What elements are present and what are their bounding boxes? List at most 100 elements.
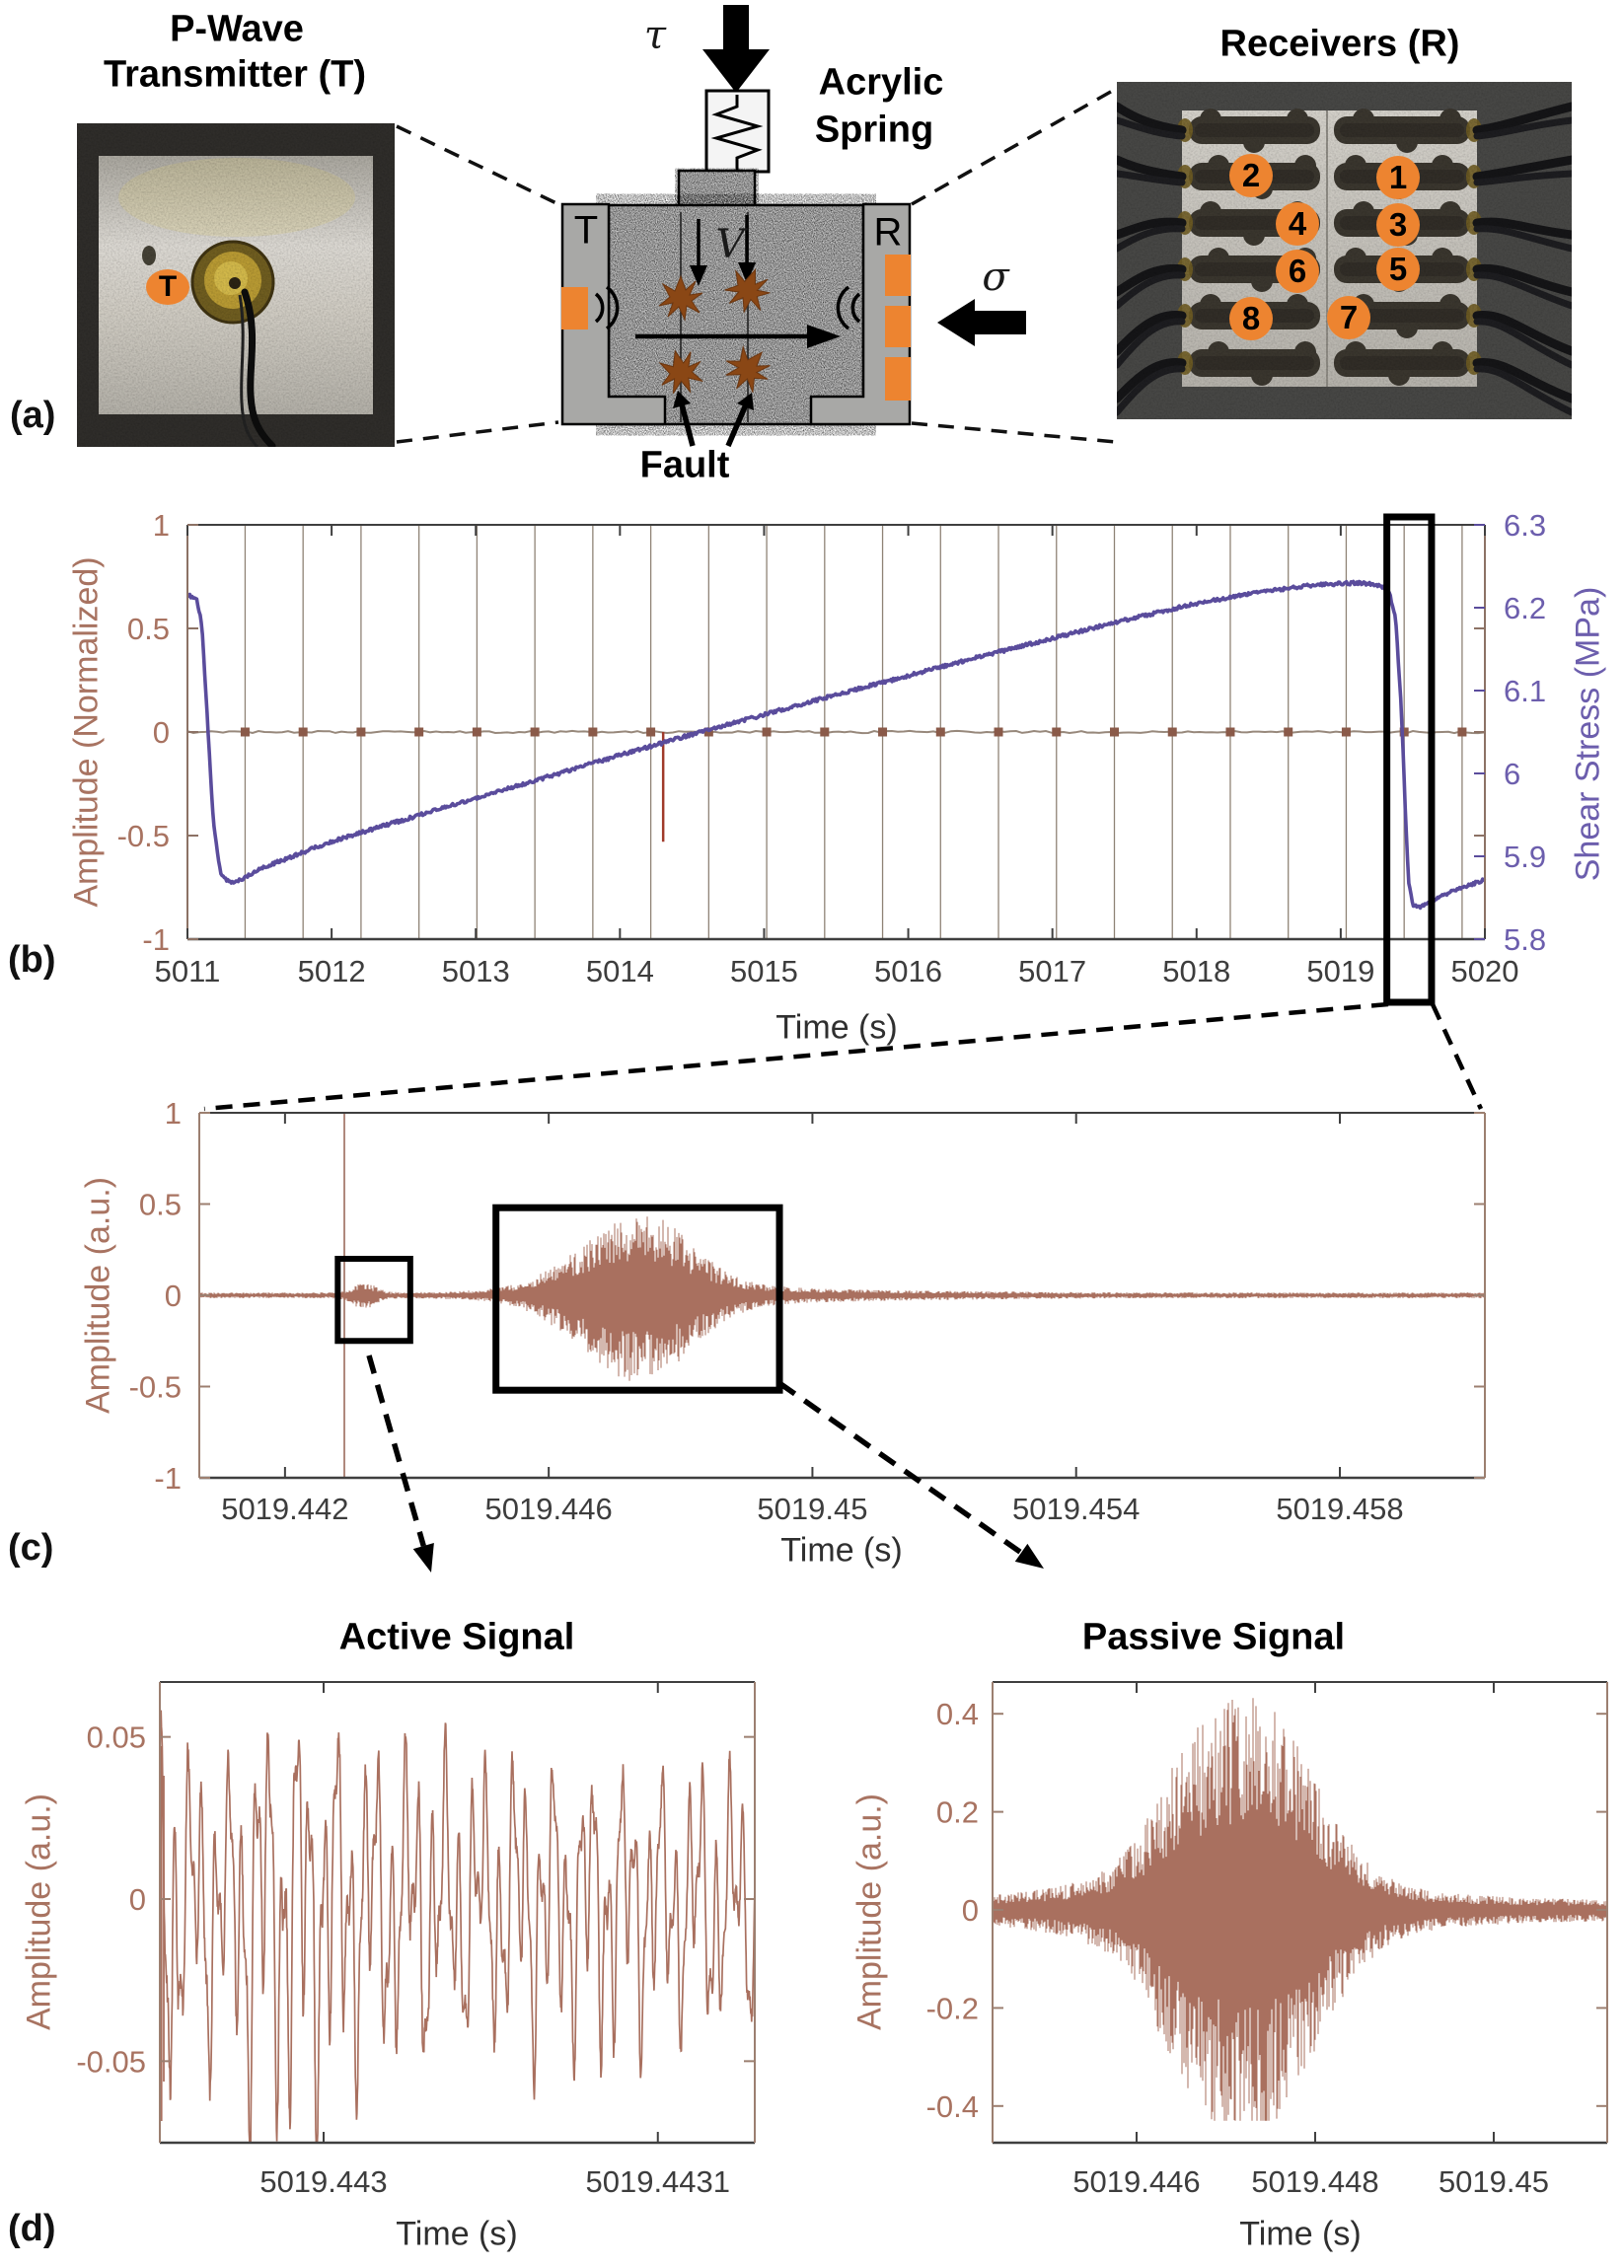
pulse-marker bbox=[762, 727, 772, 737]
tau-arrow-shaft bbox=[723, 5, 749, 52]
tick-label: 6.1 bbox=[1504, 674, 1546, 708]
receiver-number-3: 3 bbox=[1376, 203, 1420, 247]
waveform-trace bbox=[199, 1216, 1485, 1381]
tick-label: 5019.442 bbox=[221, 1492, 348, 1526]
tick-label: 0.5 bbox=[139, 1188, 182, 1222]
tick-label: 0 bbox=[962, 1893, 979, 1928]
plate-label-R: R bbox=[873, 210, 903, 255]
transmitter-marker-letter: T bbox=[158, 270, 178, 303]
pulse-marker bbox=[1341, 727, 1351, 737]
receiver-number-1: 1 bbox=[1376, 156, 1420, 199]
pulse-marker bbox=[1399, 727, 1409, 737]
tick-label: 5019.454 bbox=[1012, 1492, 1140, 1526]
panel-d-passive: 5019.446 5019.448 5019.45 0.4 0.2 0 -0.2 -0.4 bbox=[926, 1681, 1608, 2199]
tick-label: 5.9 bbox=[1504, 840, 1546, 874]
receiver-number-8: 8 bbox=[1229, 297, 1273, 340]
tick-label: 5014 bbox=[586, 954, 654, 988]
pulse-marker bbox=[935, 727, 945, 737]
apparatus-diagram bbox=[396, 5, 1117, 448]
panel-d-letter: (d) bbox=[8, 2208, 56, 2249]
pulse-marker bbox=[1109, 727, 1119, 737]
tick-label: -1 bbox=[142, 922, 170, 957]
receiver-number-7: 7 bbox=[1327, 296, 1370, 339]
tick-label: 1 bbox=[153, 508, 170, 543]
fault-pointer-arrow bbox=[725, 402, 749, 448]
zoom-connector-overlay bbox=[203, 1001, 1484, 1573]
active-signal-title: Active Signal bbox=[338, 1616, 575, 1658]
velocity-label: V bbox=[715, 222, 745, 267]
pulse-marker bbox=[298, 727, 308, 737]
tick-label: 5018 bbox=[1162, 954, 1230, 988]
pulse-marker bbox=[472, 727, 481, 737]
tick-label: 0.2 bbox=[936, 1795, 979, 1830]
receivers-photo bbox=[1117, 82, 1572, 419]
pulse-marker bbox=[530, 727, 540, 737]
sigma-arrow-shaft bbox=[975, 311, 1026, 334]
tau-label: τ bbox=[643, 13, 667, 58]
plate-label-T: T bbox=[573, 208, 599, 253]
tick-label: 1 bbox=[165, 1096, 182, 1131]
tick-label: 5019.446 bbox=[484, 1492, 612, 1526]
pulse-marker bbox=[1457, 727, 1467, 737]
soundwave-icon bbox=[594, 292, 605, 324]
stress-drop-zoom-box bbox=[1383, 513, 1436, 1006]
panel-c: 5019.442 5019.446 5019.45 5019.454 5019.458 1… bbox=[129, 1096, 1486, 1526]
active-zoom-arrow-head bbox=[412, 1543, 434, 1573]
panel-a-letter: (a) bbox=[10, 395, 56, 436]
tick-label: 0 bbox=[165, 1279, 182, 1313]
tick-label: 5019.45 bbox=[757, 1492, 867, 1526]
soundwave-icon bbox=[850, 292, 861, 324]
panel-c-letter: (c) bbox=[8, 1527, 54, 1569]
tick-label: 5019.446 bbox=[1072, 2164, 1200, 2199]
pulse-marker bbox=[414, 727, 424, 737]
tick-label: 5017 bbox=[1018, 954, 1086, 988]
pulse-marker bbox=[878, 727, 888, 737]
tick-label: 5016 bbox=[874, 954, 942, 988]
tick-label: 5012 bbox=[298, 954, 366, 988]
panel-c-xlabel: Time (s) bbox=[780, 1531, 903, 1570]
tick-label: 0.5 bbox=[127, 612, 170, 646]
receiver-number-2: 2 bbox=[1229, 154, 1273, 197]
tick-label: -0.5 bbox=[129, 1370, 182, 1405]
pulse-marker bbox=[356, 727, 366, 737]
tick-label: 5019.458 bbox=[1276, 1492, 1403, 1526]
granite-sample bbox=[607, 169, 865, 426]
panel-d-active: 5019.443 5019.4431 0.05 0 -0.05 bbox=[76, 1681, 756, 2199]
tick-label: 5019.4431 bbox=[585, 2164, 730, 2199]
panel-b-ylabel-left: Amplitude (Normalized) bbox=[67, 556, 106, 908]
photo-grain bbox=[1117, 82, 1572, 419]
receiver-number-4: 4 bbox=[1276, 202, 1319, 246]
pulse-marker bbox=[588, 727, 598, 737]
passive-signal-title: Passive Signal bbox=[1081, 1616, 1346, 1658]
passive-xlabel: Time (s) bbox=[1239, 2215, 1362, 2253]
tick-label: 5019.443 bbox=[259, 2164, 387, 2199]
receiver-element-3 bbox=[885, 357, 911, 401]
soundwave-icon bbox=[836, 285, 850, 330]
fault-pointer-arrow bbox=[678, 400, 696, 447]
stress-curve bbox=[186, 579, 1487, 911]
pulse-marker bbox=[1284, 727, 1293, 737]
panel-c-ylabel: Amplitude (a.u.) bbox=[79, 1177, 117, 1414]
passive-zoom-box bbox=[492, 1204, 783, 1394]
tick-label: 5011 bbox=[155, 954, 221, 988]
passive-zoom-arrow-head bbox=[1014, 1543, 1044, 1569]
photo-callout-lines bbox=[396, 87, 1117, 444]
tick-label: 0.4 bbox=[936, 1697, 979, 1731]
tick-label: -0.05 bbox=[76, 2044, 146, 2079]
receiver-element-1 bbox=[885, 255, 911, 296]
panel-b-xlabel: Time (s) bbox=[775, 1008, 898, 1047]
pulse-marker bbox=[1167, 727, 1177, 737]
panel-b-letter: (b) bbox=[8, 939, 56, 981]
pulse-marker bbox=[646, 727, 656, 737]
transmitter-marker-dot bbox=[146, 269, 189, 305]
active-zoom-arrow bbox=[366, 1354, 426, 1547]
tick-label: -0.4 bbox=[926, 2089, 979, 2124]
zoom-connector-b-c-right bbox=[1430, 1003, 1484, 1110]
passive-zoom-arrow bbox=[777, 1380, 1023, 1556]
tick-label: 5020 bbox=[1451, 954, 1519, 988]
waveform-trace bbox=[993, 1698, 1607, 2121]
active-ylabel: Amplitude (a.u.) bbox=[20, 1793, 58, 2030]
transmitter-photo bbox=[77, 123, 395, 447]
transmitter-title-line1: P-Wave bbox=[170, 8, 304, 50]
